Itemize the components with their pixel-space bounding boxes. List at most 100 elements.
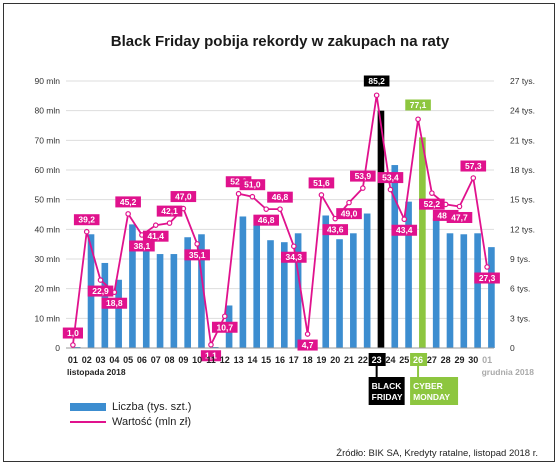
x-tick-label: 06: [137, 355, 147, 365]
data-label: 10,7: [217, 322, 234, 332]
data-label: 47,0: [175, 192, 192, 202]
x-tick-label: 29: [454, 355, 464, 365]
data-label: 53,4: [382, 173, 399, 183]
data-label: 52,2: [424, 199, 441, 209]
x-tick-label: 15: [261, 355, 271, 365]
line-point: [263, 206, 269, 212]
data-label-box: [308, 177, 335, 189]
data-label: 35,1: [189, 250, 206, 260]
annotation-box: [410, 377, 459, 405]
data-label: 51,0: [244, 180, 261, 190]
legend-item-value: Wartość (mln zł): [70, 416, 191, 428]
line-point: [291, 243, 297, 250]
data-label: 57,3: [465, 161, 482, 171]
line-point: [304, 331, 311, 337]
x-tick-highlight: [410, 353, 428, 366]
data-label-box: [460, 160, 487, 172]
y-right-tick-label: 21 tys.: [510, 135, 535, 145]
bar: [115, 279, 122, 348]
line-point: [235, 190, 242, 197]
x-tick-label: 28: [441, 355, 451, 365]
x-tick-label: 27: [427, 355, 437, 365]
x-tick-label: 20: [330, 355, 340, 365]
data-label: 52,0: [230, 177, 247, 187]
data-label-box: [419, 198, 445, 210]
x-tick-label: 04: [109, 355, 119, 365]
x-sublabel-end: grudnia 2018: [482, 367, 535, 377]
data-label: 46,8: [258, 215, 275, 225]
bar: [142, 249, 150, 348]
legend-item-count: Liczba (tys. szt.): [70, 401, 191, 413]
y-left-tick-label: 10 mln: [34, 313, 60, 323]
bar: [170, 254, 178, 348]
data-label: 45,2: [120, 197, 137, 207]
data-label: 43,4: [396, 225, 413, 235]
x-tick-label: 14: [247, 355, 257, 365]
y-right-tick-label: 15 tys.: [510, 195, 535, 205]
x-tick-label: 08: [165, 355, 175, 365]
annotation-text: BLACK: [372, 381, 403, 391]
x-tick-label: 24: [385, 355, 395, 365]
line-point: [125, 211, 131, 217]
line-point: [360, 185, 366, 191]
data-label: 22,9: [92, 286, 109, 296]
bar: [156, 254, 164, 348]
x-tick-label: 19: [316, 355, 326, 365]
y-left-tick-label: 0: [55, 343, 60, 353]
line-point: [429, 190, 435, 196]
data-label-box: [184, 249, 210, 261]
line-point: [221, 313, 228, 320]
data-label-box: [225, 176, 252, 188]
y-right-tick-label: 24 tys.: [510, 106, 535, 116]
line-point: [152, 222, 159, 228]
legend-label-count: Liczba (tys. szt.): [112, 401, 192, 413]
bar: [239, 216, 247, 348]
annotation-text: MONDAY: [413, 392, 450, 402]
bar: [350, 233, 357, 348]
line-point: [97, 277, 104, 283]
bar: [253, 225, 261, 348]
data-label: 42,1: [161, 206, 178, 216]
x-tick-label: 21: [344, 355, 354, 365]
line-point: [249, 193, 256, 200]
data-label-box: [170, 191, 197, 203]
x-tick-label: 09: [178, 355, 188, 365]
y-right-tick-label: 6 tys.: [510, 284, 530, 294]
y-left-tick-label: 60 mln: [34, 165, 60, 175]
x-tick-label: 10: [192, 355, 202, 365]
line-point: [401, 216, 408, 223]
y-right-tick-label: 3 tys.: [510, 313, 530, 323]
y-left-tick-label: 70 mln: [34, 135, 60, 145]
data-label: 34,3: [286, 252, 303, 262]
y-left-tick-label: 20 mln: [34, 284, 60, 294]
y-right-tick-label: 12 tys.: [510, 224, 535, 234]
legend-swatch-bar: [70, 403, 106, 411]
bar: [267, 240, 274, 348]
x-tick-label: 18: [303, 355, 313, 365]
y-left-tick-label: 50 mln: [34, 195, 60, 205]
x-sublabel-start: listopada 2018: [67, 367, 126, 377]
data-label-box: [211, 321, 238, 333]
x-tick-label: 03: [96, 355, 106, 365]
data-label: 53,9: [355, 171, 372, 181]
x-tick-label: 07: [151, 355, 161, 365]
line-point: [208, 341, 214, 348]
data-label: 41,4: [147, 231, 164, 241]
line-point: [456, 203, 463, 210]
bar: [198, 234, 205, 348]
bar: [474, 233, 481, 348]
chart-title: Black Friday pobija rekordy w zakupach n…: [110, 33, 450, 50]
data-label-box: [446, 211, 473, 223]
x-tick-label: 05: [123, 355, 133, 365]
bar: [446, 233, 454, 348]
x-tick-label: 12: [220, 355, 230, 365]
annotation-text: CYBER: [413, 381, 443, 391]
bar: [391, 165, 399, 348]
x-tick-label: 23: [372, 355, 382, 365]
bar: [460, 234, 468, 348]
x-tick-label: 11: [206, 355, 216, 365]
bar: [294, 233, 302, 348]
data-label-box: [115, 196, 141, 208]
x-tick-label: 13: [234, 355, 244, 365]
